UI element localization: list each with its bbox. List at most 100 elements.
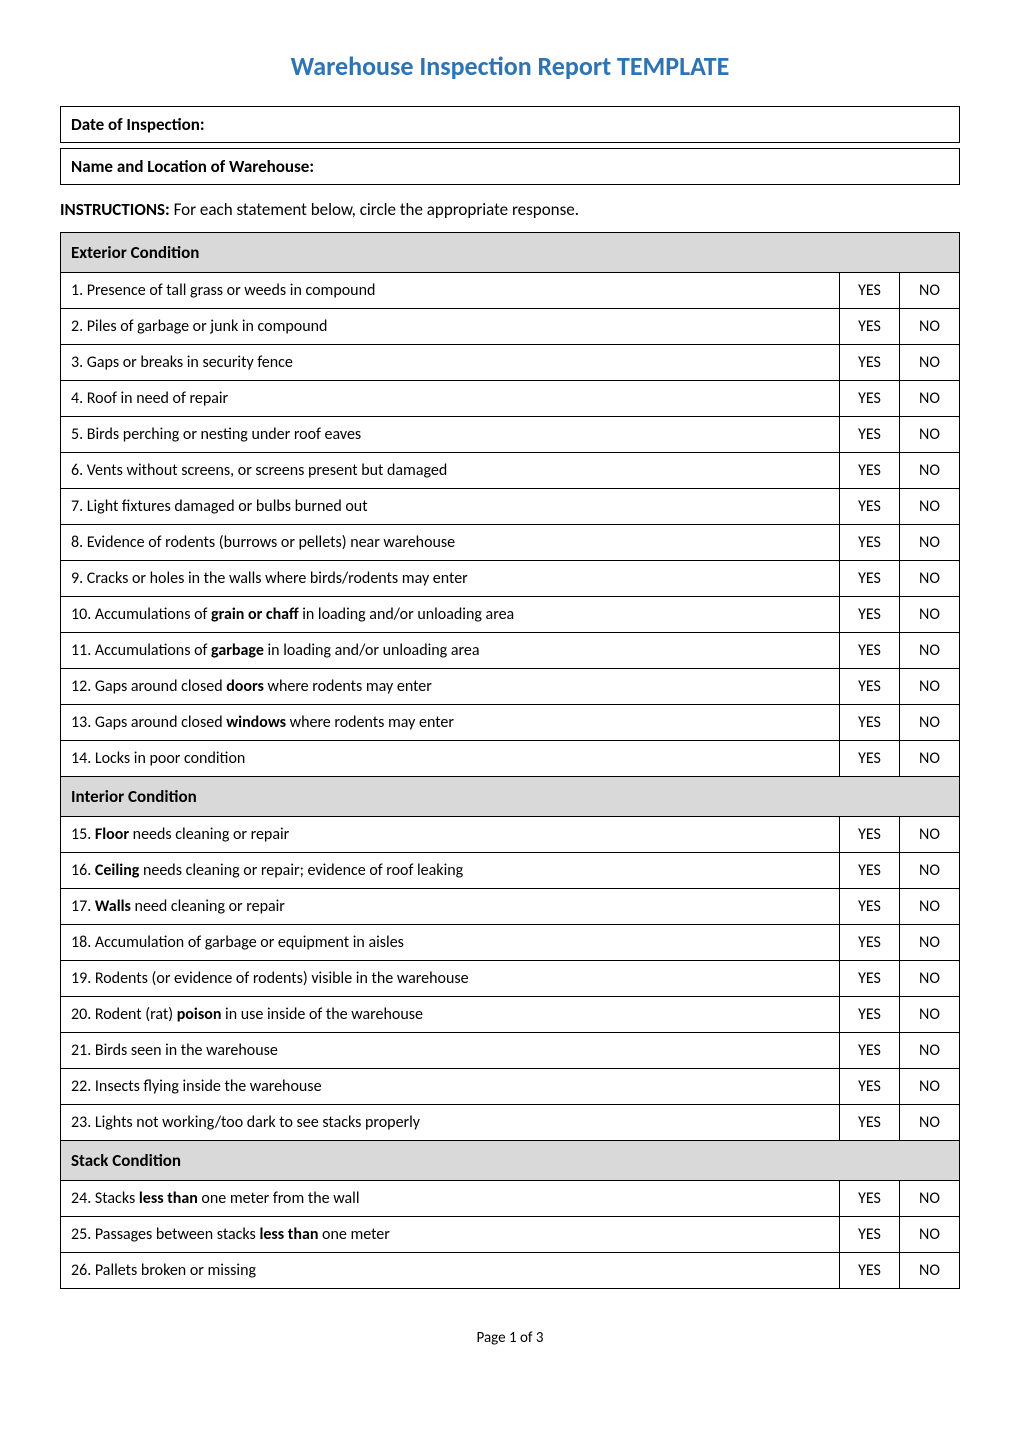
table-row: 11. Accumulations of garbage in loading … [61, 633, 960, 669]
question-cell: 19. Rodents (or evidence of rodents) vis… [61, 961, 840, 997]
yes-cell[interactable]: YES [840, 561, 900, 597]
no-cell[interactable]: NO [900, 1033, 960, 1069]
yes-cell[interactable]: YES [840, 1253, 900, 1289]
yes-cell[interactable]: YES [840, 669, 900, 705]
no-cell[interactable]: NO [900, 705, 960, 741]
yes-cell[interactable]: YES [840, 705, 900, 741]
yes-cell[interactable]: YES [840, 417, 900, 453]
no-cell[interactable]: NO [900, 453, 960, 489]
table-row: 5. Birds perching or nesting under roof … [61, 417, 960, 453]
question-cell: 14. Locks in poor condition [61, 741, 840, 777]
yes-cell[interactable]: YES [840, 889, 900, 925]
no-cell[interactable]: NO [900, 853, 960, 889]
table-row: 8. Evidence of rodents (burrows or pelle… [61, 525, 960, 561]
table-row: 1. Presence of tall grass or weeds in co… [61, 273, 960, 309]
instructions-text: For each statement below, circle the app… [170, 199, 579, 220]
no-cell[interactable]: NO [900, 309, 960, 345]
yes-cell[interactable]: YES [840, 997, 900, 1033]
yes-cell[interactable]: YES [840, 925, 900, 961]
yes-cell[interactable]: YES [840, 453, 900, 489]
no-cell[interactable]: NO [900, 345, 960, 381]
yes-cell[interactable]: YES [840, 597, 900, 633]
table-row: 10. Accumulations of grain or chaff in l… [61, 597, 960, 633]
question-cell: 16. Ceiling needs cleaning or repair; ev… [61, 853, 840, 889]
question-cell: 5. Birds perching or nesting under roof … [61, 417, 840, 453]
section-heading: Interior Condition [61, 777, 960, 817]
yes-cell[interactable]: YES [840, 1181, 900, 1217]
question-cell: 1. Presence of tall grass or weeds in co… [61, 273, 840, 309]
question-cell: 22. Insects flying inside the warehouse [61, 1069, 840, 1105]
no-cell[interactable]: NO [900, 489, 960, 525]
table-row: 23. Lights not working/too dark to see s… [61, 1105, 960, 1141]
question-cell: 3. Gaps or breaks in security fence [61, 345, 840, 381]
question-cell: 12. Gaps around closed doors where roden… [61, 669, 840, 705]
no-cell[interactable]: NO [900, 889, 960, 925]
question-cell: 17. Walls need cleaning or repair [61, 889, 840, 925]
no-cell[interactable]: NO [900, 561, 960, 597]
yes-cell[interactable]: YES [840, 1217, 900, 1253]
yes-cell[interactable]: YES [840, 309, 900, 345]
section-heading: Exterior Condition [61, 233, 960, 273]
question-cell: 18. Accumulation of garbage or equipment… [61, 925, 840, 961]
yes-cell[interactable]: YES [840, 273, 900, 309]
no-cell[interactable]: NO [900, 273, 960, 309]
table-row: 13. Gaps around closed windows where rod… [61, 705, 960, 741]
no-cell[interactable]: NO [900, 817, 960, 853]
inspection-table: Exterior Condition1. Presence of tall gr… [60, 232, 960, 1289]
question-cell: 13. Gaps around closed windows where rod… [61, 705, 840, 741]
table-row: 12. Gaps around closed doors where roden… [61, 669, 960, 705]
question-cell: 9. Cracks or holes in the walls where bi… [61, 561, 840, 597]
table-row: 22. Insects flying inside the warehouseY… [61, 1069, 960, 1105]
yes-cell[interactable]: YES [840, 961, 900, 997]
no-cell[interactable]: NO [900, 1217, 960, 1253]
no-cell[interactable]: NO [900, 1181, 960, 1217]
no-cell[interactable]: NO [900, 633, 960, 669]
question-cell: 21. Birds seen in the warehouse [61, 1033, 840, 1069]
question-cell: 10. Accumulations of grain or chaff in l… [61, 597, 840, 633]
yes-cell[interactable]: YES [840, 1033, 900, 1069]
table-row: 16. Ceiling needs cleaning or repair; ev… [61, 853, 960, 889]
table-row: 2. Piles of garbage or junk in compoundY… [61, 309, 960, 345]
yes-cell[interactable]: YES [840, 525, 900, 561]
table-row: 26. Pallets broken or missingYESNO [61, 1253, 960, 1289]
no-cell[interactable]: NO [900, 597, 960, 633]
yes-cell[interactable]: YES [840, 1105, 900, 1141]
no-cell[interactable]: NO [900, 997, 960, 1033]
no-cell[interactable]: NO [900, 925, 960, 961]
table-row: 7. Light fixtures damaged or bulbs burne… [61, 489, 960, 525]
question-cell: 15. Floor needs cleaning or repair [61, 817, 840, 853]
page-footer: Page 1 of 3 [60, 1329, 960, 1347]
table-row: 9. Cracks or holes in the walls where bi… [61, 561, 960, 597]
table-row: 24. Stacks less than one meter from the … [61, 1181, 960, 1217]
yes-cell[interactable]: YES [840, 489, 900, 525]
no-cell[interactable]: NO [900, 1105, 960, 1141]
no-cell[interactable]: NO [900, 1253, 960, 1289]
no-cell[interactable]: NO [900, 417, 960, 453]
question-cell: 11. Accumulations of garbage in loading … [61, 633, 840, 669]
no-cell[interactable]: NO [900, 1069, 960, 1105]
question-cell: 20. Rodent (rat) poison in use inside of… [61, 997, 840, 1033]
table-row: 21. Birds seen in the warehouseYESNO [61, 1033, 960, 1069]
no-cell[interactable]: NO [900, 381, 960, 417]
yes-cell[interactable]: YES [840, 741, 900, 777]
date-of-inspection-box: Date of Inspection: [60, 106, 960, 143]
yes-cell[interactable]: YES [840, 853, 900, 889]
no-cell[interactable]: NO [900, 741, 960, 777]
yes-cell[interactable]: YES [840, 381, 900, 417]
yes-cell[interactable]: YES [840, 633, 900, 669]
instructions-label: INSTRUCTIONS: [60, 199, 170, 220]
yes-cell[interactable]: YES [840, 1069, 900, 1105]
table-row: 4. Roof in need of repairYESNO [61, 381, 960, 417]
question-cell: 4. Roof in need of repair [61, 381, 840, 417]
yes-cell[interactable]: YES [840, 345, 900, 381]
question-cell: 8. Evidence of rodents (burrows or pelle… [61, 525, 840, 561]
no-cell[interactable]: NO [900, 525, 960, 561]
question-cell: 23. Lights not working/too dark to see s… [61, 1105, 840, 1141]
table-row: 6. Vents without screens, or screens pre… [61, 453, 960, 489]
table-row: 18. Accumulation of garbage or equipment… [61, 925, 960, 961]
question-cell: 24. Stacks less than one meter from the … [61, 1181, 840, 1217]
no-cell[interactable]: NO [900, 669, 960, 705]
yes-cell[interactable]: YES [840, 817, 900, 853]
no-cell[interactable]: NO [900, 961, 960, 997]
question-cell: 7. Light fixtures damaged or bulbs burne… [61, 489, 840, 525]
